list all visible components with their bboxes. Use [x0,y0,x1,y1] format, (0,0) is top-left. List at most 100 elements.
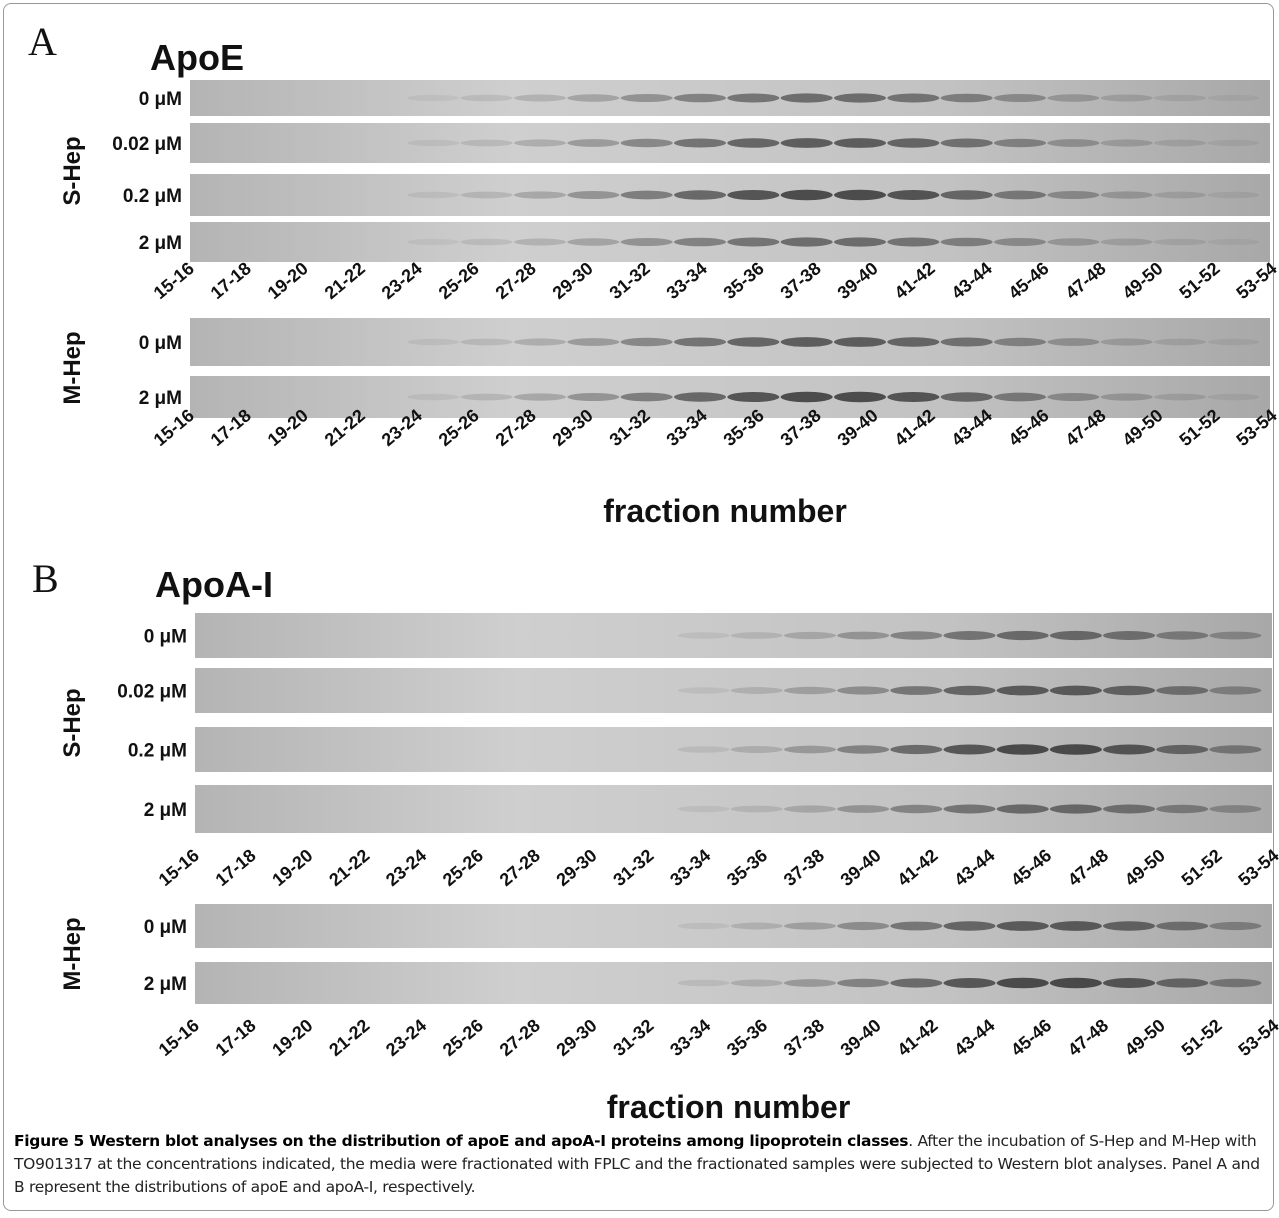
fraction-label: 39-40 [837,1015,885,1060]
blot-band [1100,393,1153,401]
fraction-label: 27-28 [496,1015,544,1060]
blot-band [887,391,940,403]
blot-band [407,338,460,346]
fraction-label: 31-32 [606,258,654,303]
blot-band [996,630,1049,641]
blot-band [1100,94,1153,102]
blot-band [1049,744,1102,755]
blot-band [1207,191,1260,199]
fraction-label: 45-46 [1007,845,1055,890]
blot-band [943,977,996,989]
blot-band [620,237,673,247]
row-label: 0 μM [139,89,182,110]
blot-band [674,93,726,103]
blot-band [514,139,566,147]
blot-band [834,391,886,403]
blot-band [677,746,730,753]
fraction-label: 41-42 [893,1015,941,1060]
blot-band [460,139,513,147]
fraction-label: 53-54 [1234,845,1279,890]
blot-band [1047,190,1100,200]
blot-band [1154,139,1206,147]
fraction-label: 17-18 [212,1015,260,1060]
fraction-label: 47-48 [1064,845,1112,890]
blot-band [943,804,996,814]
blot-band [1103,977,1156,989]
fraction-label: 45-46 [1007,1015,1055,1060]
blot-band [620,138,673,148]
blot-band [1047,392,1100,402]
blot-band [1100,139,1153,147]
fraction-label: 49-50 [1121,1015,1169,1060]
row-label: 2 μM [139,388,182,409]
blot-band [837,745,890,754]
fraction-label: 15-16 [150,258,198,303]
group-label: S-Hep [59,688,86,757]
panel-title: ApoE [150,37,244,78]
blot-band [1047,238,1100,246]
blot-band [837,978,890,988]
blot-band [780,93,833,103]
fraction-label: 35-36 [723,845,771,890]
blot-band [567,338,620,346]
blot-band [514,94,566,102]
blot-band [1049,921,1102,931]
fraction-label: 47-48 [1064,1015,1112,1060]
panel-letter: B [32,556,59,601]
group-label: S-Hep [59,136,86,205]
blot-band [1103,804,1156,814]
blot-band [730,979,783,987]
fraction-label: 23-24 [382,1015,430,1060]
blot-band [783,631,836,640]
fraction-label: 21-22 [325,845,373,890]
blot-band [996,977,1049,989]
blot-band [460,338,513,346]
blot-band [887,337,940,347]
blot-band [783,686,836,695]
blot-band [730,745,783,754]
blot-band [1047,94,1100,102]
blot-band [1209,978,1262,988]
blot-band [1209,745,1262,754]
blot-band [1156,921,1209,931]
fraction-label: 43-44 [950,845,998,890]
row-label: 0.2 μM [128,741,187,762]
blot-band [940,93,993,103]
fraction-label: 47-48 [1062,258,1110,303]
blot-band [834,337,886,347]
blot-band [1154,238,1206,246]
fraction-label: 41-42 [893,845,941,890]
blot-band [727,189,780,201]
blot-band [994,138,1046,148]
fraction-label: 15-16 [155,845,203,890]
fraction-label: 21-22 [321,258,369,303]
fraction-label: 51-52 [1176,258,1224,303]
blot-band [837,805,890,813]
blot-band [887,138,940,148]
blot-band [1103,744,1156,755]
fraction-label: 51-52 [1178,1015,1226,1060]
blot-band [837,686,890,695]
blot-band [1209,805,1262,813]
blot-band [994,190,1046,200]
blot-band [730,805,783,813]
fraction-label: 21-22 [325,1015,373,1060]
blot-band [1103,921,1156,931]
blot-band [674,138,726,148]
fraction-label: 33-34 [666,845,714,890]
blot-band [996,744,1049,755]
blot-band [780,189,833,201]
fraction-label: 43-44 [950,1015,998,1060]
blot-band [620,93,673,103]
fraction-label: 45-46 [1005,258,1053,303]
blot-band [1047,139,1100,147]
fraction-label: 25-26 [439,845,487,890]
fraction-label: 39-40 [837,845,885,890]
blot-band [1049,804,1102,814]
blot-band [1154,191,1206,199]
blot-band [1156,631,1209,640]
blot-band [994,93,1046,103]
blot-band [994,337,1046,347]
blot-band [674,190,726,200]
